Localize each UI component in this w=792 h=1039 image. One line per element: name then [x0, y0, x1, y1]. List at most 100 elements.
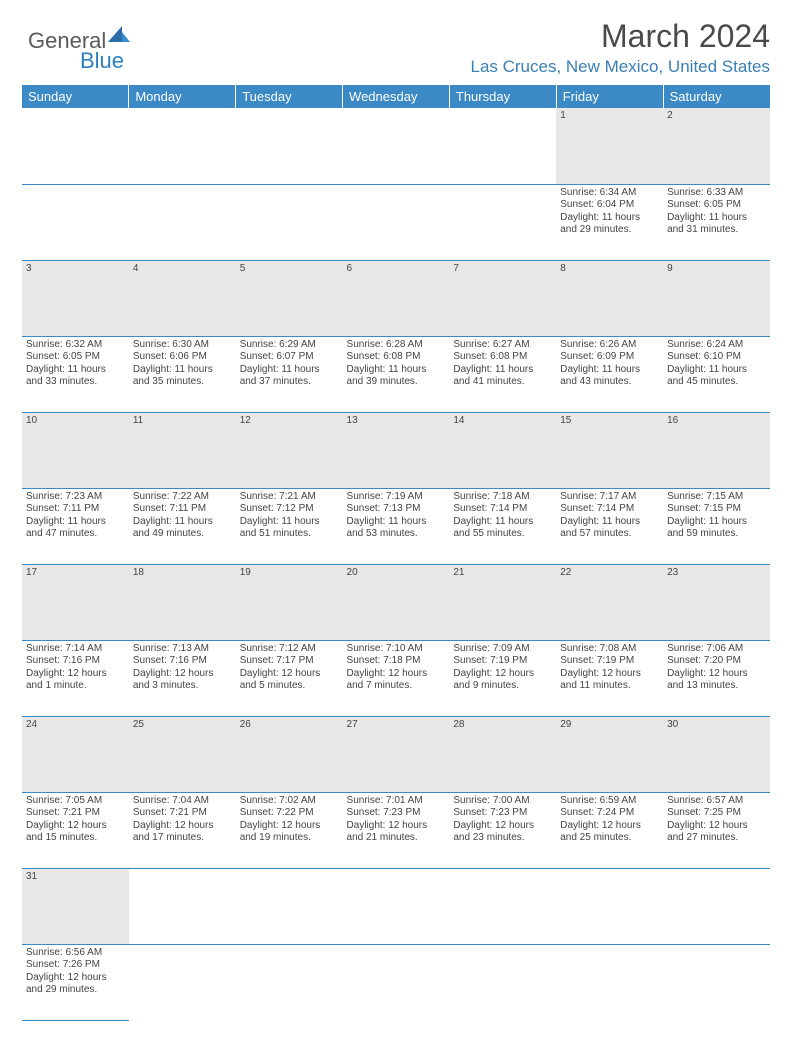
day-cell-line: and 17 minutes. [133, 832, 232, 845]
day-cell-line: Sunset: 7:17 PM [240, 655, 339, 668]
day-cell-line: Sunset: 6:05 PM [26, 351, 125, 364]
day-number-cell: 14 [449, 412, 556, 488]
day-number-cell [236, 108, 343, 184]
day-number-cell [129, 108, 236, 184]
day-cell-line: Daylight: 12 hours [26, 668, 125, 681]
day-cell-line: Sunrise: 7:15 AM [667, 491, 766, 504]
day-cell [663, 944, 770, 1020]
day-cell: Sunrise: 7:14 AMSunset: 7:16 PMDaylight:… [22, 640, 129, 716]
day-cell: Sunrise: 6:30 AMSunset: 6:06 PMDaylight:… [129, 336, 236, 412]
day-number-cell: 22 [556, 564, 663, 640]
day-cell [556, 944, 663, 1020]
day-cell: Sunrise: 7:17 AMSunset: 7:14 PMDaylight:… [556, 488, 663, 564]
day-cell-line: and 29 minutes. [26, 984, 125, 997]
day-cell-line: Sunset: 6:08 PM [453, 351, 552, 364]
day-cell-line: Daylight: 11 hours [133, 364, 232, 377]
day-cell [129, 184, 236, 260]
day-cell-line: and 13 minutes. [667, 680, 766, 693]
day-cell: Sunrise: 7:01 AMSunset: 7:23 PMDaylight:… [343, 792, 450, 868]
day-number-cell [449, 108, 556, 184]
day-cell-line: Daylight: 11 hours [667, 212, 766, 225]
day-number-cell: 16 [663, 412, 770, 488]
day-cell-line: Sunset: 7:11 PM [26, 503, 125, 516]
day-cell-line: and 37 minutes. [240, 376, 339, 389]
day-cell: Sunrise: 6:28 AMSunset: 6:08 PMDaylight:… [343, 336, 450, 412]
day-content-row: Sunrise: 7:14 AMSunset: 7:16 PMDaylight:… [22, 640, 770, 716]
day-cell: Sunrise: 7:08 AMSunset: 7:19 PMDaylight:… [556, 640, 663, 716]
day-cell-line: Sunset: 7:16 PM [133, 655, 232, 668]
day-number-cell [556, 868, 663, 944]
day-cell-line: Sunrise: 6:32 AM [26, 339, 125, 352]
day-cell: Sunrise: 6:33 AMSunset: 6:05 PMDaylight:… [663, 184, 770, 260]
day-cell-line: Daylight: 11 hours [347, 364, 446, 377]
day-cell-line: and 25 minutes. [560, 832, 659, 845]
day-cell-line: Sunrise: 6:59 AM [560, 795, 659, 808]
month-title: March 2024 [22, 18, 770, 55]
day-cell-line: Sunrise: 7:01 AM [347, 795, 446, 808]
day-number-cell: 24 [22, 716, 129, 792]
day-cell [129, 944, 236, 1020]
day-cell-line: Sunrise: 6:33 AM [667, 187, 766, 200]
day-cell-line: Sunset: 6:08 PM [347, 351, 446, 364]
day-cell-line: Sunset: 6:05 PM [667, 199, 766, 212]
day-cell: Sunrise: 7:18 AMSunset: 7:14 PMDaylight:… [449, 488, 556, 564]
day-cell-line: Daylight: 12 hours [560, 820, 659, 833]
day-cell-line: Daylight: 12 hours [667, 668, 766, 681]
day-number-cell: 9 [663, 260, 770, 336]
day-cell: Sunrise: 7:19 AMSunset: 7:13 PMDaylight:… [343, 488, 450, 564]
weekday-header: Wednesday [343, 85, 450, 108]
day-cell: Sunrise: 7:00 AMSunset: 7:23 PMDaylight:… [449, 792, 556, 868]
day-cell-line: Daylight: 11 hours [240, 516, 339, 529]
daynum-row: 24252627282930 [22, 716, 770, 792]
calendar-table: Sunday Monday Tuesday Wednesday Thursday… [22, 85, 770, 1021]
day-cell-line: Sunset: 6:09 PM [560, 351, 659, 364]
day-cell-line: Sunrise: 6:27 AM [453, 339, 552, 352]
day-cell-line: and 33 minutes. [26, 376, 125, 389]
day-cell-line: Sunrise: 7:10 AM [347, 643, 446, 656]
day-cell-line: and 31 minutes. [667, 224, 766, 237]
day-cell-line: Sunset: 7:19 PM [560, 655, 659, 668]
day-cell-line: Daylight: 11 hours [26, 516, 125, 529]
day-cell-line: Sunset: 7:11 PM [133, 503, 232, 516]
day-cell: Sunrise: 6:27 AMSunset: 6:08 PMDaylight:… [449, 336, 556, 412]
day-cell: Sunrise: 6:29 AMSunset: 6:07 PMDaylight:… [236, 336, 343, 412]
day-cell-line: and 29 minutes. [560, 224, 659, 237]
day-cell: Sunrise: 6:34 AMSunset: 6:04 PMDaylight:… [556, 184, 663, 260]
daynum-row: 10111213141516 [22, 412, 770, 488]
day-cell-line: Sunset: 7:25 PM [667, 807, 766, 820]
day-cell-line: Sunrise: 6:34 AM [560, 187, 659, 200]
day-cell-line: Sunset: 7:26 PM [26, 959, 125, 972]
day-cell: Sunrise: 6:26 AMSunset: 6:09 PMDaylight:… [556, 336, 663, 412]
day-cell-line: Daylight: 12 hours [133, 668, 232, 681]
day-cell-line: Daylight: 11 hours [667, 364, 766, 377]
day-cell: Sunrise: 7:13 AMSunset: 7:16 PMDaylight:… [129, 640, 236, 716]
day-cell-line: Sunset: 7:20 PM [667, 655, 766, 668]
weekday-header: Saturday [663, 85, 770, 108]
day-cell-line: Sunrise: 7:02 AM [240, 795, 339, 808]
day-number-cell: 19 [236, 564, 343, 640]
day-cell-line: Sunrise: 7:22 AM [133, 491, 232, 504]
day-number-cell: 25 [129, 716, 236, 792]
day-cell-line: and 49 minutes. [133, 528, 232, 541]
day-cell [236, 184, 343, 260]
day-cell-line: Sunrise: 7:18 AM [453, 491, 552, 504]
day-cell [449, 184, 556, 260]
day-cell: Sunrise: 7:09 AMSunset: 7:19 PMDaylight:… [449, 640, 556, 716]
day-number-cell: 3 [22, 260, 129, 336]
day-cell: Sunrise: 6:57 AMSunset: 7:25 PMDaylight:… [663, 792, 770, 868]
logo-sail-icon [108, 26, 122, 42]
day-number-cell: 1 [556, 108, 663, 184]
day-cell-line: and 19 minutes. [240, 832, 339, 845]
day-number-cell: 30 [663, 716, 770, 792]
day-cell-line: and 57 minutes. [560, 528, 659, 541]
day-number-cell [236, 868, 343, 944]
day-cell-line: Sunrise: 6:29 AM [240, 339, 339, 352]
day-cell [343, 944, 450, 1020]
day-number-cell: 29 [556, 716, 663, 792]
day-number-cell: 31 [22, 868, 129, 944]
day-cell-line: and 11 minutes. [560, 680, 659, 693]
day-cell-line: Sunrise: 6:56 AM [26, 947, 125, 960]
day-cell-line: Daylight: 11 hours [453, 364, 552, 377]
day-cell-line: Sunset: 7:16 PM [26, 655, 125, 668]
day-number-cell [343, 108, 450, 184]
